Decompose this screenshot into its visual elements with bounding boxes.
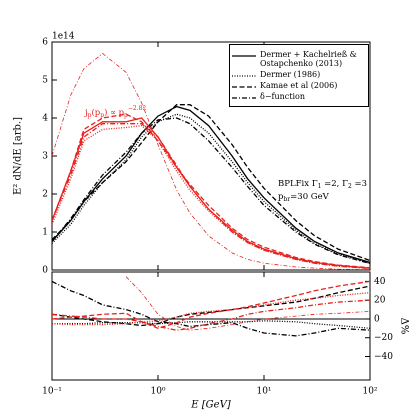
y-tick-label: 6 xyxy=(42,38,48,48)
series-group xyxy=(52,52,370,270)
series-line xyxy=(52,320,370,329)
legend-entry: Kamae et al (2006) xyxy=(232,81,366,90)
annotation: pbr=30 GeV xyxy=(278,192,330,204)
x-tick-label: 10¹ xyxy=(256,387,271,397)
offset-label: 1e14 xyxy=(52,32,75,42)
legend-swatch xyxy=(232,86,256,88)
y2-tick-label: 0 xyxy=(374,314,380,324)
series-line xyxy=(52,117,370,265)
legend-label: Dermer + Kachelrieß & Ostapchenko (2013) xyxy=(260,50,357,68)
series-group xyxy=(52,276,370,337)
annotation-part: j xyxy=(84,108,88,118)
annotation: jp(pp) ∝ pp−2.82 xyxy=(84,105,146,119)
series-line xyxy=(52,113,370,269)
y-tick-label: 1 xyxy=(42,228,48,238)
x-tick-label: 10⁻¹ xyxy=(42,387,62,397)
annotation-part: −2.82 xyxy=(128,105,147,112)
y-tick-label: 2 xyxy=(42,190,48,200)
y2-tick-label: −40 xyxy=(374,352,393,362)
legend-entry: Dermer + Kachelrieß & Ostapchenko (2013) xyxy=(232,50,366,68)
plot-frame xyxy=(51,271,371,381)
series-line xyxy=(125,276,370,331)
annotation: BPLFix Γ1 =2, Γ2 =3 xyxy=(278,179,367,191)
series-line xyxy=(52,292,370,326)
annotation-part: p xyxy=(278,192,284,202)
x-tick-label: 10⁰ xyxy=(150,387,165,397)
annotation-part: (p xyxy=(91,107,100,118)
series-line xyxy=(52,285,370,327)
series-line xyxy=(52,123,370,270)
y-tick-label: 0 xyxy=(42,266,48,276)
annotation-part: p xyxy=(100,112,104,119)
annotation-part: p xyxy=(124,112,128,119)
series-line xyxy=(52,104,370,262)
legend-label: Kamae et al (2006) xyxy=(260,81,338,90)
annotation-part: 1 xyxy=(318,183,322,190)
series-line xyxy=(52,280,370,329)
legend-entry: Dermer (1986) xyxy=(232,70,366,79)
annotation-part: br xyxy=(283,196,290,203)
annotation-part: =3 xyxy=(352,179,367,189)
series-line xyxy=(52,299,370,331)
series-line xyxy=(52,280,370,337)
y-tick-label: 4 xyxy=(42,114,48,124)
x-tick-label: 10² xyxy=(362,387,377,397)
legend-label: δ−function xyxy=(260,92,306,101)
series-line xyxy=(52,52,370,270)
annotation-part: =2, Γ xyxy=(321,179,348,189)
y-tick-label: 3 xyxy=(42,152,48,162)
legend-swatch xyxy=(232,75,256,77)
y2-tick-label: 20 xyxy=(374,296,386,306)
y2-tick-label: 40 xyxy=(374,277,386,287)
annotation-part: BPLFix Γ xyxy=(278,179,318,189)
legend-swatch xyxy=(232,97,256,99)
series-line xyxy=(52,105,370,264)
legend-label: Dermer (1986) xyxy=(260,70,321,79)
legend-swatch xyxy=(232,55,256,57)
annotation-part: =30 GeV xyxy=(290,192,329,202)
annotation-part: 2 xyxy=(348,183,352,190)
series-line xyxy=(52,113,370,264)
y2-axis-label: Δ% xyxy=(399,318,410,335)
y-axis-label: E² dN/dE [arb.] xyxy=(13,117,24,195)
y2-tick-label: −20 xyxy=(374,333,393,343)
legend: Dermer + Kachelrieß & Ostapchenko (2013)… xyxy=(229,44,369,107)
annotation-part: p xyxy=(88,112,92,119)
y-tick-label: 5 xyxy=(42,76,48,86)
legend-entry: δ−function xyxy=(232,92,366,101)
annotation-part: ) ∝ p xyxy=(104,107,124,118)
x-axis-label: E [GeV] xyxy=(190,400,231,411)
